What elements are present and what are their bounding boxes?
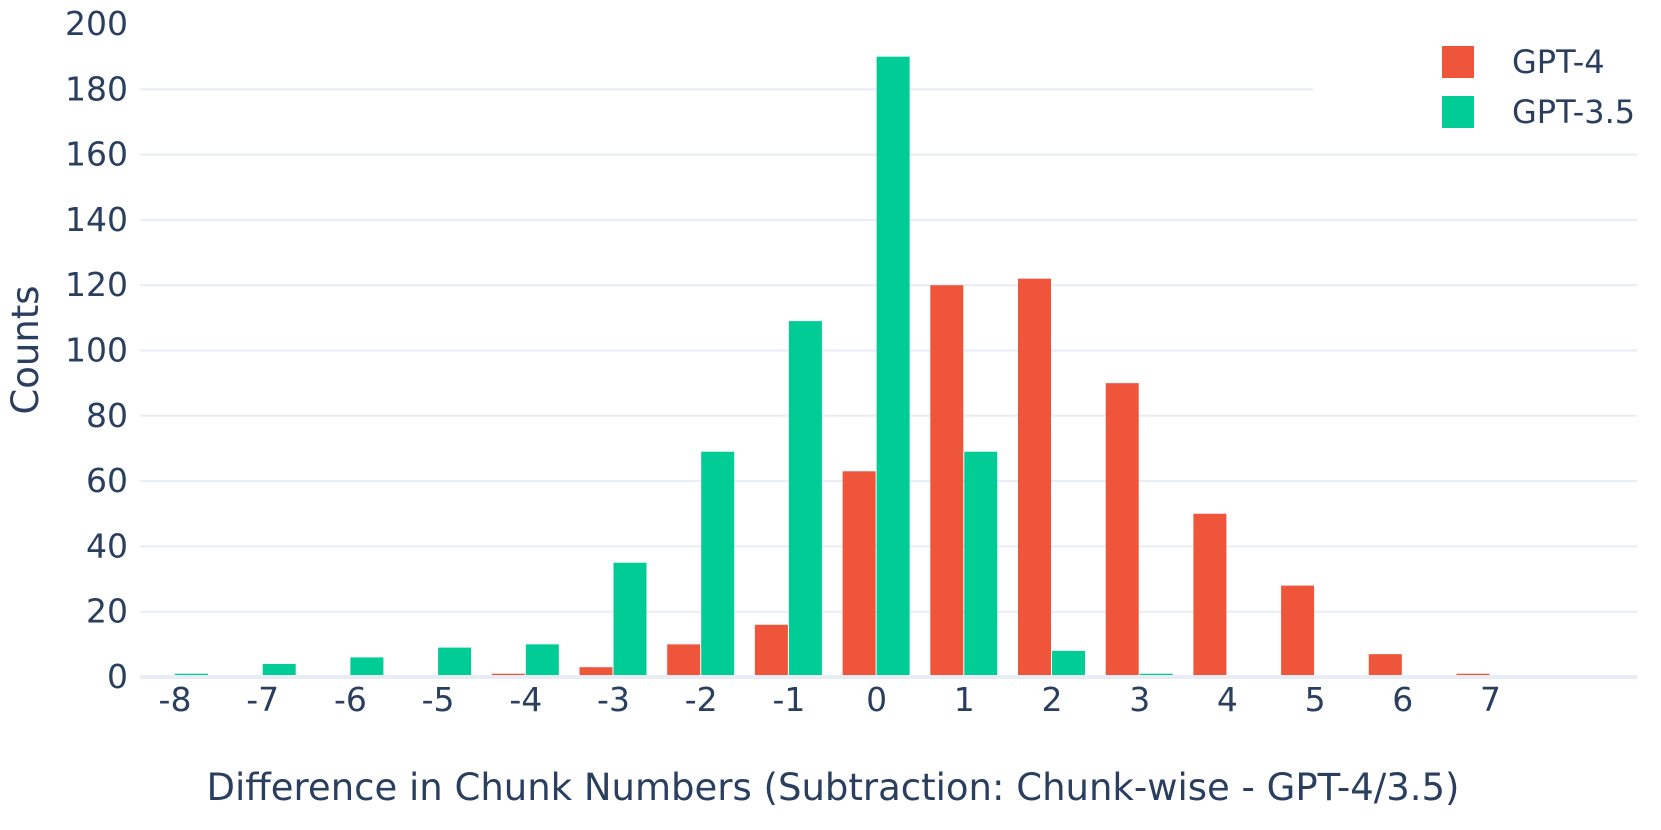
bar — [1368, 654, 1402, 677]
legend-swatch — [1442, 96, 1474, 128]
legend-swatch — [1442, 46, 1474, 78]
bar — [876, 56, 910, 677]
x-axis-title: Difference in Chunk Numbers (Subtraction… — [207, 766, 1460, 809]
y-tick-label: 0 — [107, 657, 128, 696]
x-tick-label: 3 — [1129, 680, 1150, 719]
bars — [140, 56, 1637, 679]
bar — [1018, 278, 1051, 677]
bar — [579, 667, 613, 677]
bar — [842, 471, 876, 677]
y-axis-title: Counts — [4, 285, 47, 414]
x-tick-label: 4 — [1217, 680, 1238, 719]
y-tick-label: 60 — [86, 461, 128, 500]
bar — [930, 285, 964, 677]
x-tick-label: 7 — [1480, 680, 1501, 719]
y-tick-label: 200 — [65, 4, 128, 43]
x-tick-label: -5 — [422, 680, 455, 719]
legend-label: GPT-4 — [1512, 43, 1605, 81]
bar — [438, 647, 472, 677]
bar — [1052, 650, 1085, 677]
bar — [964, 451, 998, 677]
x-tick-label: 1 — [954, 680, 975, 719]
y-tick-label: 100 — [65, 331, 128, 370]
bar — [1281, 585, 1315, 677]
legend-label: GPT-3.5 — [1512, 93, 1635, 131]
y-tick-label: 120 — [65, 265, 128, 304]
x-tick-label: -8 — [159, 680, 192, 719]
x-tick-label: -1 — [772, 680, 805, 719]
x-tick-label: -3 — [597, 680, 630, 719]
x-tick-label: -7 — [246, 680, 279, 719]
bar — [613, 562, 647, 677]
x-tick-label: 5 — [1305, 680, 1326, 719]
x-tick-label: 6 — [1392, 680, 1413, 719]
y-tick-label: 20 — [86, 592, 128, 631]
x-tick-label: 0 — [866, 680, 887, 719]
y-tick-label: 40 — [86, 526, 128, 565]
y-tick-label: 160 — [65, 135, 128, 174]
bar — [701, 451, 735, 677]
legend: GPT-4 GPT-3.5 — [1442, 43, 1635, 131]
y-tick-label: 180 — [65, 69, 128, 108]
x-tick-labels: -8 -7 -6 -5 -4 -3 -2 -1 0 1 2 3 4 5 6 7 — [159, 680, 1501, 719]
x-tick-label: -6 — [334, 680, 367, 719]
bar — [1105, 383, 1139, 677]
bar — [754, 624, 788, 677]
series-gpt-4 — [491, 278, 1490, 677]
y-tick-label: 80 — [86, 396, 128, 435]
bar — [262, 663, 296, 677]
x-tick-label: 2 — [1042, 680, 1063, 719]
bar — [667, 644, 701, 677]
bar — [350, 657, 384, 677]
bar — [525, 644, 559, 677]
y-tick-label: 140 — [65, 200, 128, 239]
bar — [788, 321, 822, 677]
x-tick-label: -4 — [509, 680, 542, 719]
series-gpt-3-5 — [175, 56, 1173, 677]
bar — [1193, 513, 1227, 677]
y-tick-labels: 0 20 40 60 80 100 120 140 160 180 200 — [65, 4, 128, 696]
x-tick-label: -2 — [685, 680, 718, 719]
